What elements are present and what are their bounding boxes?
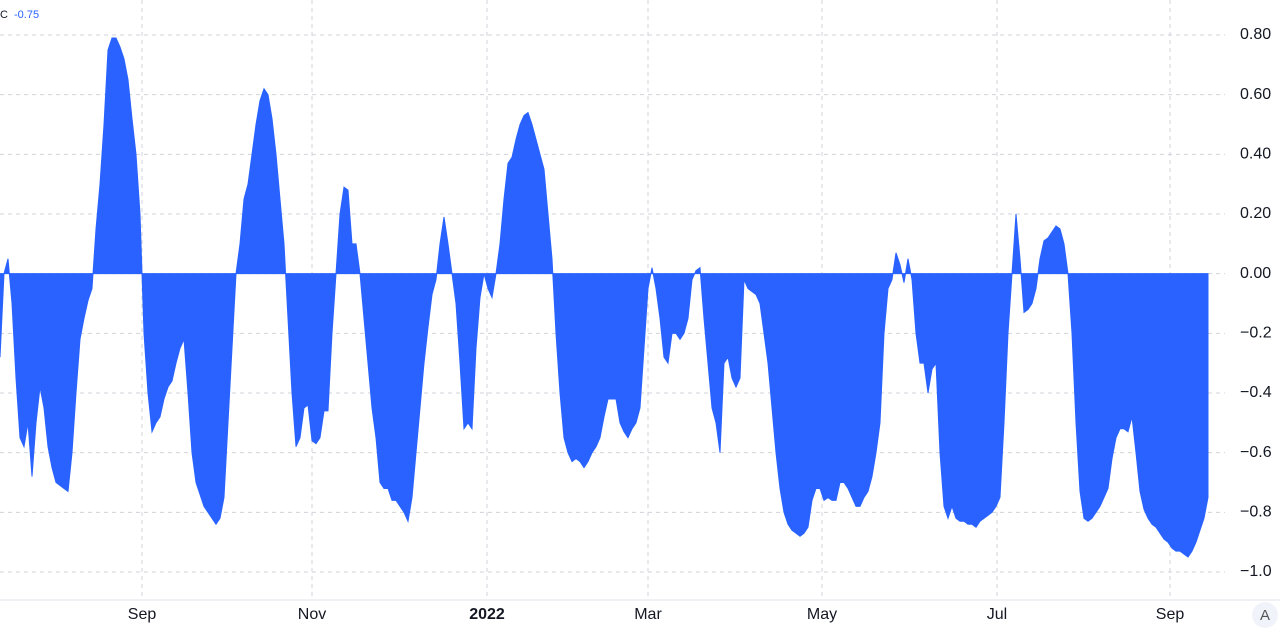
x-tick-label: Nov [298, 606, 326, 623]
y-tick-label: 0.20 [1240, 205, 1271, 222]
y-tick-label: −0.4 [1240, 384, 1272, 401]
x-tick-label: Sep [128, 606, 157, 623]
x-tick-label: Jul [987, 606, 1007, 623]
legend-symbol: C [0, 9, 8, 21]
y-tick-label: −0.2 [1240, 325, 1272, 342]
y-tick-label: −0.8 [1240, 504, 1272, 521]
x-tick-label: Sep [1156, 606, 1185, 623]
y-tick-label: 0.60 [1240, 86, 1271, 103]
area [0, 37, 1209, 558]
auto-scale-button[interactable] [1252, 602, 1278, 628]
y-tick-label: 0.00 [1240, 265, 1271, 282]
legend-value: -0.75 [14, 9, 39, 21]
y-tick-label: −1.0 [1240, 563, 1272, 580]
y-tick-label: 0.80 [1240, 26, 1271, 43]
x-tick-label: Mar [634, 606, 662, 623]
y-tick-label: −0.6 [1240, 444, 1272, 461]
auto-scale-label[interactable]: A [1260, 607, 1270, 624]
x-tick-label: May [807, 606, 837, 623]
x-tick-label: 2022 [469, 606, 505, 623]
y-tick-label: 0.40 [1240, 146, 1271, 163]
